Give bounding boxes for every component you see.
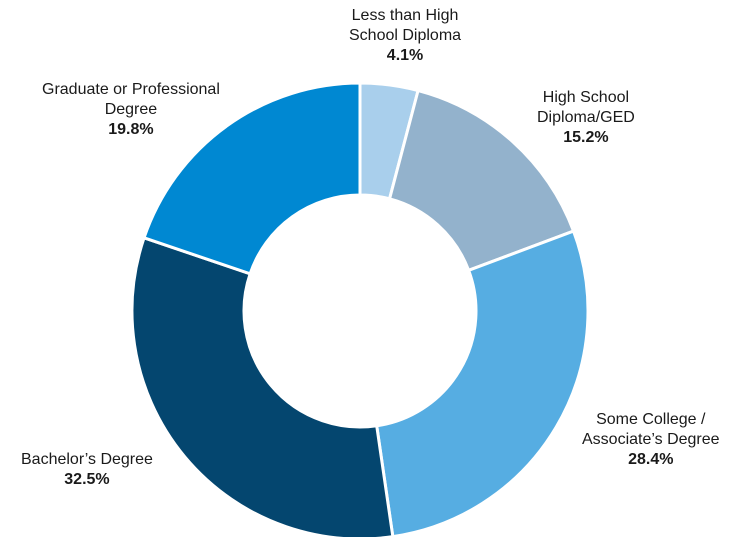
slice-value-label: 32.5%: [64, 471, 110, 488]
slice-label-text: High School: [542, 89, 630, 106]
slice-label-5: Graduate or Professional Degree 19.8%: [42, 80, 220, 140]
slice-label-text: Diploma/GED: [537, 109, 635, 126]
slice-label-text: Less than High: [351, 7, 459, 24]
slice-label-text: Graduate or Professional: [42, 81, 220, 98]
slice-5: [142, 81, 362, 276]
slice-value-label: 4.1%: [386, 47, 424, 64]
slice-2: [387, 88, 576, 273]
slice-label-2: High School Diploma/GED 15.2%: [537, 88, 635, 148]
slice-value-label: 28.4%: [628, 451, 674, 468]
slice-label-3: Some College / Associate’s Degree 28.4%: [582, 410, 720, 470]
slice-label-text: Degree: [104, 101, 158, 118]
slice-label-text: Bachelor’s Degree: [21, 451, 153, 468]
slice-label-text: Some College /: [596, 411, 706, 428]
donut-slices: [130, 81, 590, 537]
slice-label-4: Bachelor’s Degree 32.5%: [21, 450, 153, 490]
slice-label-text: Associate’s Degree: [582, 431, 720, 448]
slice-4: [130, 235, 395, 537]
slice-label-text: School Diploma: [349, 27, 462, 44]
slice-value-label: 19.8%: [108, 121, 154, 138]
slice-3: [375, 229, 590, 537]
slice-label-1: Less than High School Diploma 4.1%: [349, 6, 461, 66]
slice-value-label: 15.2%: [563, 129, 609, 146]
